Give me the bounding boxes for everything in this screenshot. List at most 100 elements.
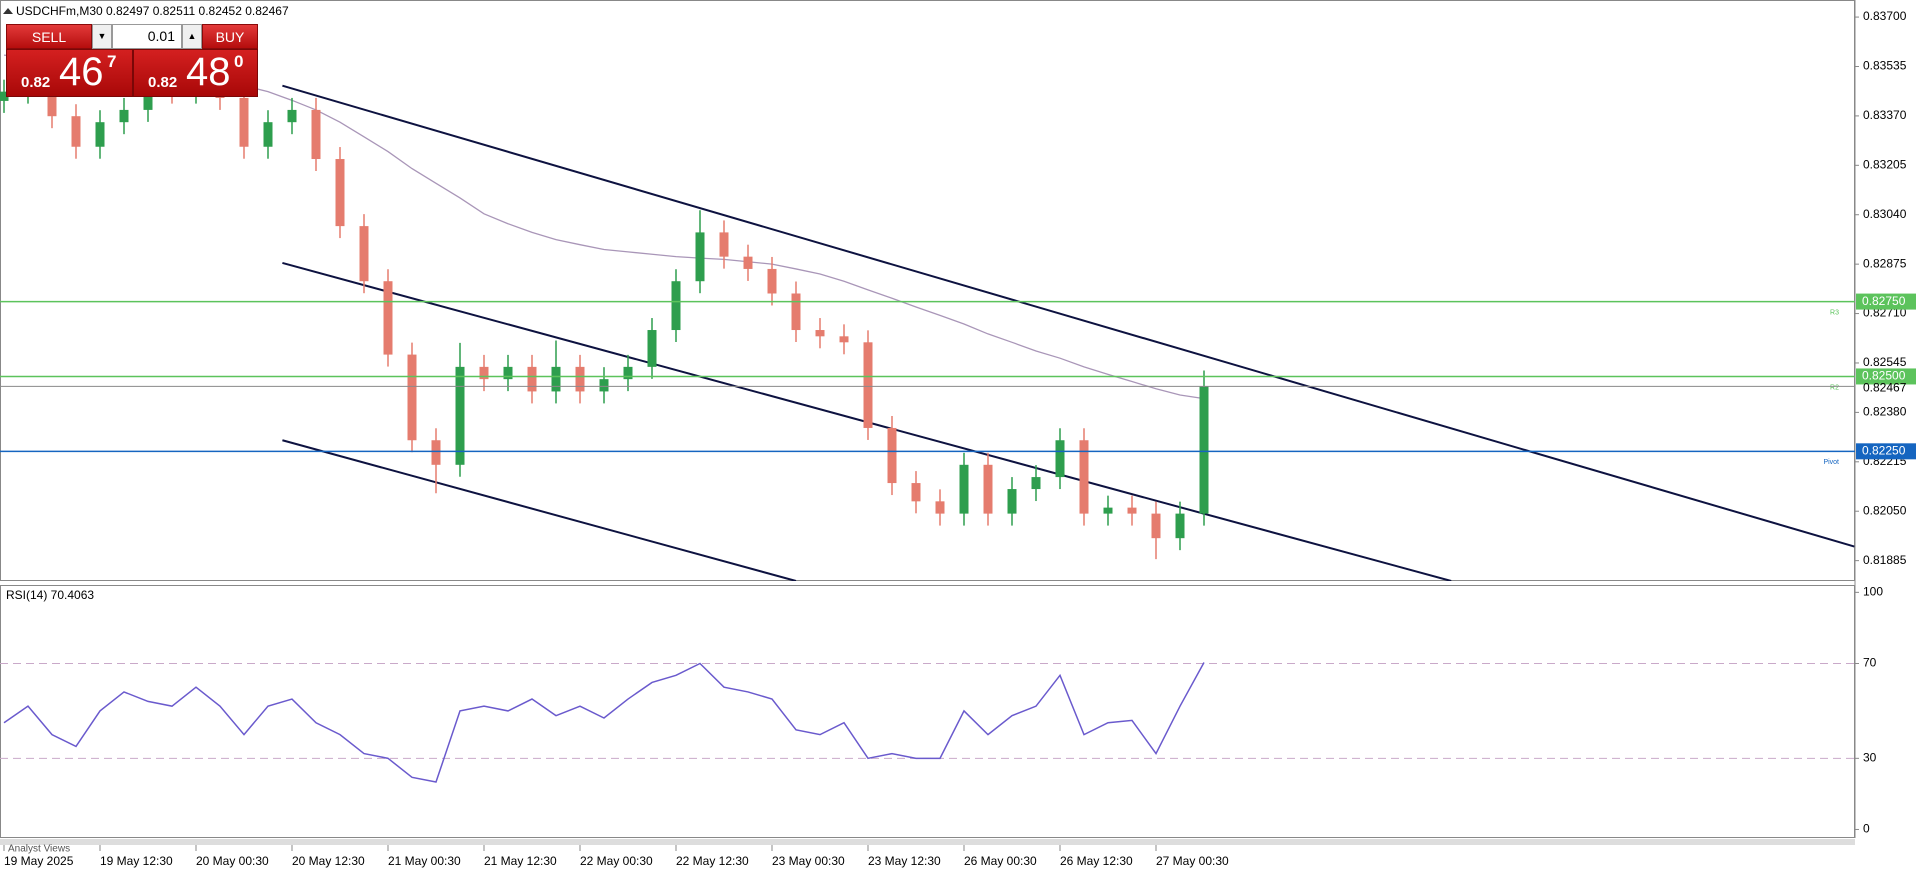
- candle-body: [359, 226, 369, 282]
- current-price-label: 0.82467: [1863, 381, 1907, 395]
- y-tick-label: 0.82380: [1863, 405, 1907, 419]
- candle-body: [119, 109, 129, 123]
- candle-body: [1151, 513, 1161, 539]
- y-tick-label: 0: [1863, 822, 1870, 836]
- x-tick-label: 19 May 2025: [4, 854, 74, 868]
- candle-body: [1055, 440, 1065, 478]
- candle-body: [1199, 386, 1209, 514]
- x-tick-label: 20 May 00:30: [196, 854, 269, 868]
- candle-body: [503, 366, 513, 380]
- candle-body: [239, 97, 249, 147]
- buy-button[interactable]: BUY: [202, 24, 258, 49]
- bid-prefix: 0.82: [21, 74, 51, 91]
- volume-input[interactable]: 0.01: [112, 24, 182, 49]
- y-tick-label: 0.81885: [1863, 553, 1907, 567]
- y-tick-label: 0.83205: [1863, 157, 1907, 171]
- candle-body: [911, 483, 921, 502]
- symbol: USDCHFm,M30: [16, 4, 103, 18]
- candle-body: [335, 159, 345, 227]
- y-tick-label: 0.82545: [1863, 355, 1907, 369]
- ask-small: 0: [234, 52, 244, 71]
- candle-body: [839, 336, 849, 343]
- moving-average: [3, 54, 1205, 400]
- rsi-title: RSI(14) 70.4063: [6, 588, 94, 602]
- candle-body: [1127, 507, 1137, 514]
- candle-body: [287, 109, 297, 123]
- quote: 0.82497 0.82511 0.82452 0.82467: [106, 4, 289, 18]
- y-tick-label: 30: [1863, 751, 1877, 765]
- y-tick-label: 100: [1863, 585, 1883, 599]
- candle-body: [1103, 507, 1113, 514]
- volume-up[interactable]: ▲: [182, 24, 202, 49]
- candle-body: [815, 330, 825, 337]
- rsi-frame: [0, 585, 1855, 838]
- candle-body: [983, 464, 993, 514]
- y-tick-label: 0.83700: [1863, 9, 1907, 23]
- candle-body: [959, 464, 969, 514]
- candle-body: [407, 354, 417, 441]
- y-tick-label: 70: [1863, 656, 1877, 670]
- bid-small: 7: [107, 52, 117, 71]
- candle-body: [647, 330, 657, 367]
- candle-body: [311, 109, 321, 160]
- x-tick-label: 23 May 12:30: [868, 854, 941, 868]
- x-tick-label: 20 May 12:30: [292, 854, 365, 868]
- level-label: 0.82500: [1862, 369, 1906, 383]
- candle-body: [623, 366, 633, 380]
- candle-body: [95, 122, 105, 147]
- level-label-box: [1856, 368, 1916, 385]
- candle-body: [1175, 513, 1185, 539]
- candle-body: [767, 268, 777, 294]
- candle-body: [551, 366, 561, 392]
- candle-body: [47, 85, 57, 117]
- candle-body: [887, 427, 897, 484]
- rsi-line: [3, 662, 1205, 783]
- candle-body: [863, 342, 873, 428]
- candle-body: [71, 116, 81, 147]
- bid-big: 46: [59, 50, 104, 94]
- x-tick-label: 21 May 12:30: [484, 854, 557, 868]
- candle-body: [575, 366, 585, 392]
- x-tick-label: 26 May 12:30: [1060, 854, 1133, 868]
- candle-body: [1079, 440, 1089, 514]
- ask-big: 48: [186, 50, 231, 94]
- candle-body: [0, 91, 9, 101]
- bid-box[interactable]: 0.82 46 7: [6, 49, 133, 97]
- tab-bar: [0, 839, 1855, 845]
- x-tick-label: 27 May 00:30: [1156, 854, 1229, 868]
- candle-body: [527, 366, 537, 392]
- candle-body: [791, 293, 801, 331]
- candle-body: [1007, 489, 1017, 514]
- level-label: 0.82250: [1862, 443, 1906, 457]
- volume-down[interactable]: ▼: [92, 24, 112, 49]
- candle-body: [719, 232, 729, 257]
- candle-body: [695, 232, 705, 282]
- x-tick-label: 19 May 12:30: [100, 854, 173, 868]
- level-label: 0.82750: [1862, 294, 1906, 308]
- x-tick-label: 26 May 00:30: [964, 854, 1037, 868]
- tab[interactable]: Analyst Views: [8, 844, 70, 855]
- symbol-icon: [3, 8, 13, 14]
- level-name: Pivot: [1823, 459, 1839, 466]
- candle-body: [383, 281, 393, 355]
- candle-body: [935, 501, 945, 514]
- level-label-box: [1856, 443, 1916, 460]
- level-name: R3: [1830, 309, 1839, 316]
- y-tick-label: 0.83370: [1863, 108, 1907, 122]
- level-label-box: [1856, 293, 1916, 310]
- candle-body: [263, 122, 273, 147]
- candle-body: [671, 281, 681, 331]
- candle-body: [1031, 477, 1041, 490]
- y-tick-label: 0.82875: [1863, 256, 1907, 270]
- trendline: [282, 439, 797, 581]
- x-tick-label: 23 May 00:30: [772, 854, 845, 868]
- x-tick-label: 22 May 00:30: [580, 854, 653, 868]
- level-name: R2: [1830, 384, 1839, 391]
- y-tick-label: 0.83535: [1863, 59, 1907, 73]
- sell-button[interactable]: SELL: [6, 24, 92, 49]
- trendline: [282, 84, 1855, 548]
- ask-box[interactable]: 0.82 48 0: [133, 49, 258, 97]
- main-frame: [0, 0, 1855, 581]
